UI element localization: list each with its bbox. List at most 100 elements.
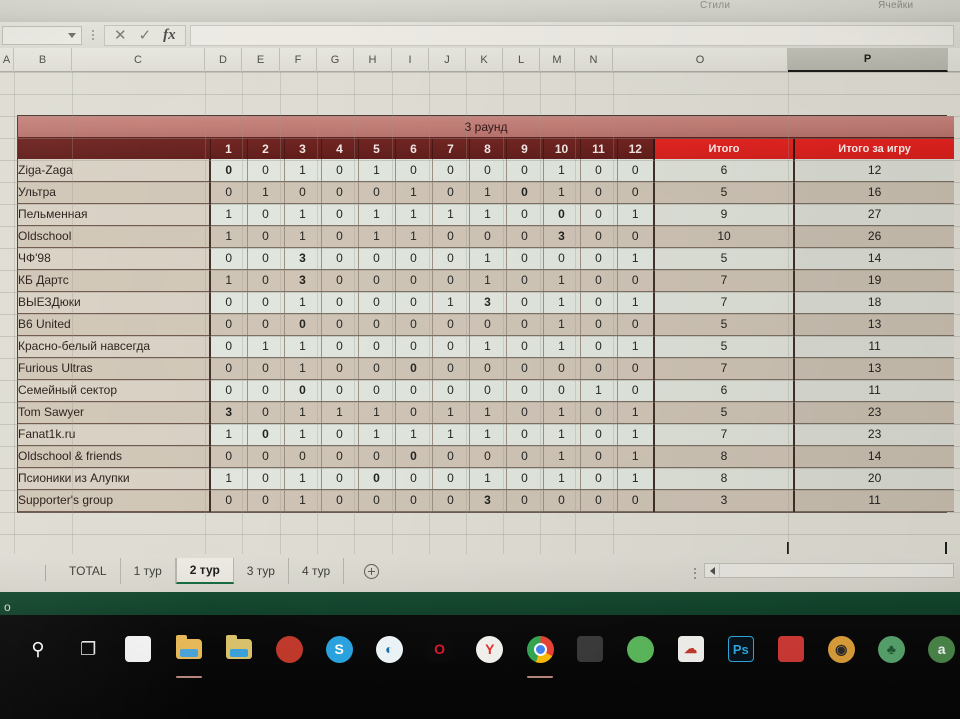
team-name-cell[interactable]: КБ Дартс [18, 269, 211, 292]
team-name-cell[interactable]: Oldschool & friends [18, 445, 211, 468]
score-cell[interactable]: 1 [432, 203, 470, 226]
score-cell[interactable]: 0 [617, 489, 655, 512]
horizontal-scrollbar[interactable] [704, 563, 954, 578]
score-cell[interactable]: 0 [469, 225, 507, 248]
score-cell[interactable]: 0 [247, 203, 285, 226]
score-cell[interactable]: 1 [469, 335, 507, 358]
sheet-tab-1-тур[interactable]: 1 тур [121, 558, 176, 584]
score-cell[interactable]: 0 [247, 269, 285, 292]
column-header-e[interactable]: E [242, 48, 280, 72]
score-cell[interactable]: 0 [247, 291, 285, 314]
score-cell[interactable]: 1 [617, 291, 655, 314]
score-cell[interactable]: 0 [358, 269, 396, 292]
score-cell[interactable]: 1 [617, 401, 655, 424]
score-cell[interactable]: 1 [284, 335, 322, 358]
score-cell[interactable]: 0 [580, 225, 618, 248]
score-cell[interactable]: 1 [210, 423, 248, 446]
score-cell[interactable]: 0 [321, 335, 359, 358]
score-cell[interactable]: 0 [247, 313, 285, 336]
row-total-cell[interactable]: 6 [654, 379, 795, 402]
score-cell[interactable]: 0 [506, 423, 544, 446]
score-cell[interactable]: 0 [580, 357, 618, 380]
column-header-g[interactable]: G [317, 48, 354, 72]
search-icon[interactable]: ⚲ [18, 629, 58, 669]
check-icon[interactable]: ✓ [138, 26, 152, 44]
spreadsheet-grid[interactable]: 3 раунд 1 2 3 4 5 6 7 8 9 10 11 12 Итого Итого за игр… [0, 72, 960, 554]
score-cell[interactable]: 1 [432, 423, 470, 446]
score-cell[interactable]: 0 [395, 159, 433, 182]
row-total-cell[interactable]: 8 [654, 445, 795, 468]
score-cell[interactable]: 1 [358, 225, 396, 248]
score-cell[interactable]: 1 [210, 269, 248, 292]
score-cell[interactable]: 1 [580, 379, 618, 402]
fx-icon[interactable]: fx [163, 26, 176, 43]
score-cell[interactable]: 0 [506, 401, 544, 424]
team-name-cell[interactable]: Пельменная [18, 203, 211, 226]
skype-icon[interactable]: S [319, 629, 359, 669]
score-cell[interactable]: 0 [395, 335, 433, 358]
score-cell[interactable]: 1 [543, 181, 581, 204]
score-cell[interactable]: 0 [210, 357, 248, 380]
row-game-total-cell[interactable]: 23 [794, 401, 955, 424]
score-cell[interactable]: 0 [432, 357, 470, 380]
score-cell[interactable]: 0 [247, 357, 285, 380]
score-cell[interactable]: 1 [284, 489, 322, 512]
score-cell[interactable]: 0 [358, 379, 396, 402]
score-cell[interactable]: 0 [469, 313, 507, 336]
table-row[interactable]: Ультра 0 1 0 0 0 1 0 1 0 1 0 0 5 16 [18, 181, 955, 204]
score-cell[interactable]: 0 [580, 269, 618, 292]
column-header-a[interactable]: A [0, 48, 14, 72]
score-cell[interactable]: 0 [617, 379, 655, 402]
score-cell[interactable]: 1 [469, 423, 507, 446]
score-cell[interactable]: 0 [580, 181, 618, 204]
team-name-cell[interactable]: B6 United [18, 313, 211, 336]
score-cell[interactable]: 0 [580, 423, 618, 446]
row-game-total-cell[interactable]: 11 [794, 335, 955, 358]
column-header-i[interactable]: I [392, 48, 429, 72]
score-cell[interactable]: 1 [617, 335, 655, 358]
team-name-cell[interactable]: Ziga-Zaga [18, 159, 211, 182]
score-cell[interactable]: 0 [321, 181, 359, 204]
score-cell[interactable]: 1 [284, 225, 322, 248]
table-row[interactable]: Псионики из Алупки 1 0 1 0 0 0 0 1 0 1 0 1 8 20 [18, 467, 955, 490]
table-row[interactable]: ЧФ'98 0 0 3 0 0 0 0 1 0 0 0 1 5 14 [18, 247, 955, 270]
row-total-cell[interactable]: 7 [654, 423, 795, 446]
score-cell[interactable]: 0 [432, 335, 470, 358]
table-row[interactable]: Oldschool & friends 0 0 0 0 0 0 0 0 0 1 0 1 8 14 [18, 445, 955, 468]
score-cell[interactable]: 0 [506, 445, 544, 468]
score-cell[interactable]: 0 [210, 445, 248, 468]
score-cell[interactable]: 0 [395, 269, 433, 292]
score-cell[interactable]: 0 [321, 423, 359, 446]
score-cell[interactable]: 1 [617, 423, 655, 446]
score-cell[interactable]: 0 [210, 291, 248, 314]
score-cell[interactable]: 0 [432, 467, 470, 490]
score-cell[interactable]: 1 [284, 423, 322, 446]
score-cell[interactable]: 0 [358, 445, 396, 468]
team-name-cell[interactable]: Семейный сектор [18, 379, 211, 402]
score-cell[interactable]: 0 [543, 489, 581, 512]
google-chrome-icon[interactable] [520, 629, 560, 678]
row-game-total-cell[interactable]: 14 [794, 247, 955, 270]
score-cell[interactable]: 0 [321, 203, 359, 226]
score-cell[interactable]: 0 [432, 159, 470, 182]
score-cell[interactable]: 0 [321, 291, 359, 314]
score-cell[interactable]: 0 [432, 269, 470, 292]
file-explorer-icon[interactable] [169, 629, 209, 678]
score-cell[interactable]: 0 [506, 379, 544, 402]
score-cell[interactable]: 1 [358, 203, 396, 226]
score-cell[interactable]: 0 [358, 247, 396, 270]
score-cell[interactable]: 0 [358, 357, 396, 380]
score-cell[interactable]: 0 [506, 357, 544, 380]
scroll-left-button[interactable] [705, 564, 720, 577]
column-header-c[interactable]: C [72, 48, 205, 72]
table-row[interactable]: Oldschool 1 0 1 0 1 1 0 0 0 3 0 0 10 26 [18, 225, 955, 248]
score-cell[interactable]: 0 [284, 379, 322, 402]
score-cell[interactable]: 1 [432, 291, 470, 314]
score-cell[interactable]: 1 [617, 467, 655, 490]
score-cell[interactable]: 1 [395, 423, 433, 446]
score-cell[interactable]: 0 [506, 335, 544, 358]
maps-app-icon[interactable] [620, 629, 660, 669]
row-game-total-cell[interactable]: 20 [794, 467, 955, 490]
table-row[interactable]: Furious Ultras 0 0 1 0 0 0 0 0 0 0 0 0 7 13 [18, 357, 955, 380]
score-cell[interactable]: 1 [284, 203, 322, 226]
